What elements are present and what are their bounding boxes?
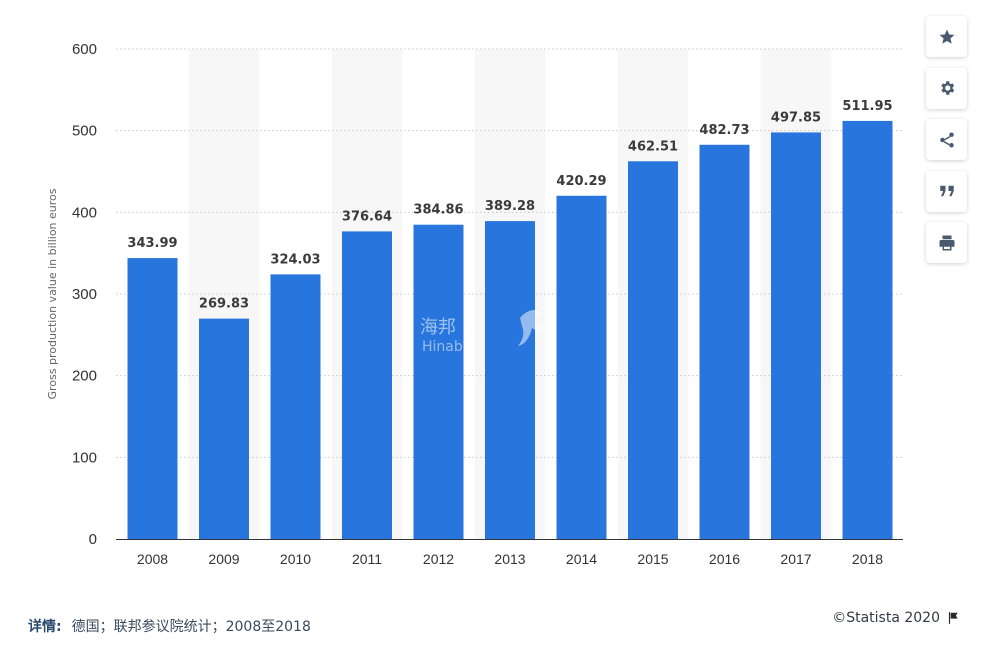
value-label: 269.83 xyxy=(199,297,249,312)
settings-button[interactable] xyxy=(926,67,967,109)
details-label[interactable]: 详情: xyxy=(28,619,62,635)
value-label: 389.28 xyxy=(485,199,535,214)
bar-chart: 0 100 200 300 400 500 600 343.99 269.83 324.03 37… xyxy=(46,41,903,567)
gear-icon xyxy=(940,81,954,95)
x-tick-label: 2009 xyxy=(208,551,239,567)
bars xyxy=(127,120,893,540)
y-tick-label: 600 xyxy=(72,41,97,58)
y-tick-label: 300 xyxy=(72,286,97,303)
bar[interactable] xyxy=(699,144,750,539)
x-tick-label: 2008 xyxy=(137,551,168,567)
value-label: 420.29 xyxy=(556,174,606,189)
value-label: 511.95 xyxy=(842,99,892,114)
watermark-text: 海邦 xyxy=(420,317,456,338)
bar[interactable] xyxy=(628,161,678,539)
value-label: 343.99 xyxy=(127,236,177,251)
bar[interactable] xyxy=(199,318,249,539)
share-icon xyxy=(939,132,954,147)
copyright-area: ©Statista 2020 xyxy=(832,610,960,626)
watermark: 海邦 Hinaba xyxy=(420,310,554,355)
value-labels: 343.99 269.83 324.03 376.64 384.86 389.28 420.… xyxy=(127,99,892,312)
flag-icon[interactable] xyxy=(946,611,960,625)
y-tick-label: 100 xyxy=(72,449,97,466)
x-tick-label: 2011 xyxy=(352,551,382,567)
value-label: 462.51 xyxy=(628,139,678,154)
share-button[interactable] xyxy=(926,119,967,160)
y-axis-ticks: 0 100 200 300 400 500 600 xyxy=(72,41,97,548)
x-tick-label: 2014 xyxy=(566,551,597,567)
y-tick-label: 500 xyxy=(72,123,97,140)
bar[interactable] xyxy=(342,231,392,540)
x-tick-label: 2017 xyxy=(780,551,811,567)
value-label: 482.73 xyxy=(699,123,749,138)
copyright-text[interactable]: ©Statista 2020 xyxy=(832,610,940,626)
bar[interactable] xyxy=(413,224,464,539)
watermark-subtext: Hinaba xyxy=(422,339,471,355)
y-tick-label: 0 xyxy=(89,531,97,548)
value-label: 384.86 xyxy=(413,203,463,218)
value-label: 497.85 xyxy=(771,110,821,125)
chart-toolbar xyxy=(926,16,967,274)
value-label: 324.03 xyxy=(270,252,320,267)
x-tick-label: 2018 xyxy=(852,551,883,567)
star-icon xyxy=(939,29,954,44)
cite-button[interactable] xyxy=(926,170,967,212)
print-button[interactable] xyxy=(926,222,967,263)
value-label: 376.64 xyxy=(342,209,392,224)
x-axis-ticks: 2008 2009 2010 2011 2012 2013 2014 2015 2016 2017… xyxy=(137,551,883,567)
y-tick-label: 400 xyxy=(72,204,97,221)
x-tick-label: 2010 xyxy=(280,551,311,567)
y-axis-title: Gross production value in billion euros xyxy=(46,188,59,399)
bar[interactable] xyxy=(771,132,821,540)
source-note: 详情: 德国；联邦参议院统计；2008至2018 xyxy=(28,616,311,636)
print-icon xyxy=(939,235,954,250)
quote-icon xyxy=(939,185,954,197)
source-text: 德国；联邦参议院统计；2008至2018 xyxy=(71,619,311,635)
favorite-button[interactable] xyxy=(926,16,967,57)
y-tick-label: 200 xyxy=(72,368,97,385)
bar[interactable] xyxy=(485,221,535,539)
x-tick-label: 2015 xyxy=(637,551,668,567)
bar[interactable] xyxy=(556,195,607,539)
watermark-figure-icon xyxy=(518,310,554,346)
x-tick-label: 2012 xyxy=(423,551,454,567)
bar[interactable] xyxy=(127,258,178,539)
bar[interactable] xyxy=(270,274,321,539)
x-tick-label: 2013 xyxy=(494,551,525,567)
x-tick-label: 2016 xyxy=(709,551,740,567)
bar[interactable] xyxy=(842,120,893,539)
